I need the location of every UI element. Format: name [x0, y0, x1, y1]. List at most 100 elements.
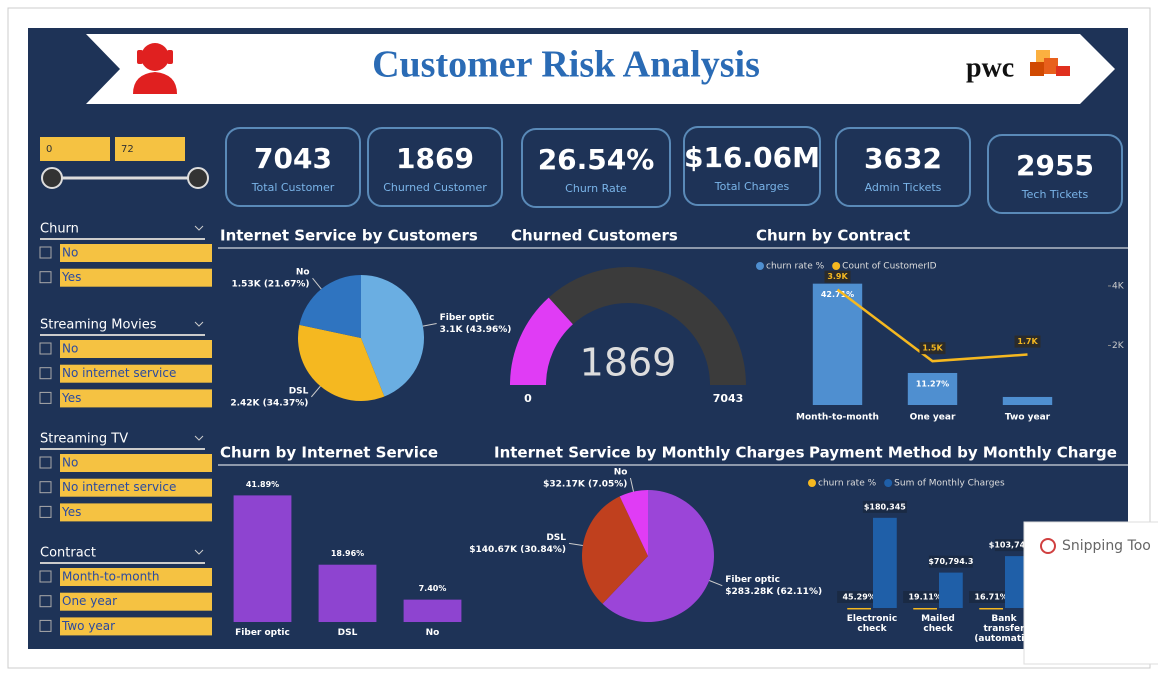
headset-icon: [133, 43, 177, 94]
slicer-item-bg[interactable]: [60, 454, 212, 472]
bar: [847, 607, 871, 610]
label-box: [969, 590, 1014, 603]
slider-handle[interactable]: [187, 167, 209, 189]
kpi-value: 26.54%: [538, 143, 655, 176]
header-banner: [86, 34, 1115, 104]
slicer-item-bg[interactable]: [60, 503, 212, 522]
kpi-card: [521, 128, 671, 208]
slicer-item-bg[interactable]: [60, 617, 212, 636]
checkbox[interactable]: [39, 391, 52, 404]
x-tick-label: No: [425, 628, 440, 638]
checkbox[interactable]: [39, 271, 52, 284]
slice-label: DSL: [546, 533, 566, 543]
gauge-track: [548, 267, 746, 385]
slicer-title: Churn: [40, 222, 79, 237]
slicer-item-bg[interactable]: [60, 592, 212, 611]
label-box: [928, 555, 973, 568]
bar-label: 42.71%: [821, 290, 854, 299]
pie-slice: [602, 490, 715, 622]
checkbox[interactable]: [39, 246, 52, 259]
pie-slice: [582, 496, 648, 604]
slicer-chevron[interactable]: [194, 321, 204, 327]
slicer-item-bg[interactable]: [60, 568, 212, 586]
line-label: 1.7K: [1017, 337, 1038, 346]
chart-title: Churn by Internet Service: [220, 444, 438, 462]
pie-slice: [299, 275, 361, 338]
kpi-label: Total Customer: [251, 181, 335, 194]
bar: [233, 495, 292, 622]
slice-value: $32.17K (7.05%): [543, 479, 627, 489]
checkbox[interactable]: [39, 505, 52, 518]
slicer-item-bg[interactable]: [60, 340, 212, 358]
slicer-chevron[interactable]: [194, 549, 204, 555]
legend-swatch: [832, 262, 841, 270]
slicer-item: Month-to-month: [62, 570, 160, 584]
label-box: [824, 270, 851, 283]
slicer-item: No: [62, 342, 78, 356]
slice-value: 2.42K (34.37%): [230, 398, 308, 408]
y2-tick-label: 2K: [1112, 341, 1125, 351]
slice-label: No: [614, 467, 628, 477]
leader-line: [568, 542, 583, 547]
kpi-card: [987, 134, 1123, 214]
overlay-text: Snipping Too: [1062, 538, 1151, 554]
slicer-item-bg[interactable]: [60, 478, 212, 497]
bar-label: 41.89%: [246, 480, 279, 489]
checkbox[interactable]: [39, 619, 52, 632]
slicer-item: Yes: [61, 391, 81, 405]
slicer-item-bg[interactable]: [60, 364, 212, 383]
kpi-label: Churned Customer: [383, 181, 487, 194]
slice-value: 1.53K (21.67%): [232, 280, 310, 290]
line-label: 1.5K: [922, 344, 943, 353]
slice-value: 3.1K (43.96%): [440, 325, 512, 335]
slicer-item-bg[interactable]: [60, 389, 212, 408]
kpi-label: Total Charges: [714, 180, 790, 193]
logo-blocks: [1030, 50, 1070, 76]
x-tick-label: Two year: [1005, 413, 1051, 423]
checkbox[interactable]: [39, 367, 52, 380]
slider-max: 72: [121, 144, 134, 155]
x-tick-label: Mailed check: [921, 614, 955, 634]
kpi-value: $16.06M: [684, 141, 820, 174]
x-tick-label-box: Fiber optic: [235, 628, 290, 638]
slicer-chevron[interactable]: [194, 435, 204, 441]
slicer-item: Yes: [61, 270, 81, 284]
leader-line: [310, 385, 321, 398]
x-tick-label-box: Bank transfer (automatic): [974, 614, 1033, 642]
legend-swatch: [884, 479, 893, 487]
slicer-item: No internet service: [62, 366, 176, 380]
bar: [812, 283, 863, 405]
slicer-chevron[interactable]: [194, 225, 204, 231]
checkbox[interactable]: [39, 481, 52, 494]
bar-label: 18.96%: [331, 549, 364, 558]
pie-slice: [361, 275, 425, 397]
checkbox[interactable]: [39, 570, 52, 583]
slider-handle[interactable]: [41, 167, 63, 189]
slicer-title: Contract: [40, 546, 96, 561]
bar-label: 45.29%: [842, 592, 875, 601]
checkbox[interactable]: [39, 456, 52, 469]
label-box: [919, 342, 946, 355]
slicer-title: Streaming Movies: [40, 318, 157, 333]
legend-swatch: [808, 479, 816, 487]
x-tick-label-box: Mailed check: [921, 614, 955, 634]
line-label: 3.9K: [827, 272, 848, 281]
bar-label: $180,345: [864, 502, 906, 511]
slicer-item: Two year: [61, 619, 115, 633]
slicer-item: No: [62, 456, 78, 470]
line-series: [836, 288, 1028, 363]
kpi-value: 1869: [396, 142, 474, 175]
x-tick-label-box: No: [425, 628, 440, 638]
checkbox[interactable]: [39, 342, 52, 355]
label-box: [1014, 335, 1041, 348]
x-tick-label-box: Electronic check: [847, 614, 897, 634]
slicer-title: Streaming TV: [40, 432, 128, 447]
slicer-item-bg[interactable]: [60, 268, 212, 287]
slicer-item-bg[interactable]: [60, 244, 212, 262]
chart-title: Churned Customers: [511, 227, 678, 245]
pie-slice: [298, 324, 385, 402]
checkbox[interactable]: [39, 595, 52, 608]
legend-swatch: [756, 262, 764, 270]
kpi-value: 7043: [254, 142, 332, 175]
